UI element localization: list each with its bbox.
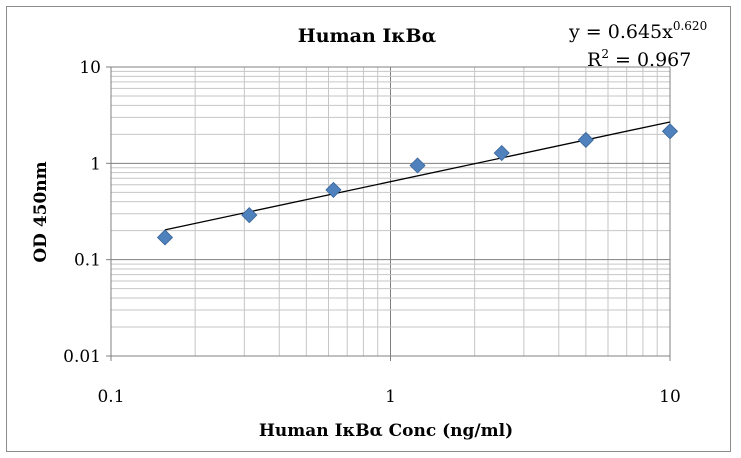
data-points — [156, 123, 679, 246]
y-tick-label: 10 — [79, 58, 101, 78]
y-tick-labels: 0.01 0.1 1 10 — [63, 58, 101, 367]
data-point — [156, 229, 174, 246]
chart-frame — [6, 6, 731, 452]
r-squared-prefix: R — [587, 49, 602, 71]
x-axis-title: Human IκBα Conc (ng/ml) — [259, 421, 513, 441]
data-point — [409, 157, 426, 174]
trendline-equation: y = 0.645x0.620 — [568, 19, 707, 43]
trendline-r-squared: R2 = 0.967 — [587, 47, 691, 71]
data-point — [577, 131, 594, 148]
x-tick-label: 10 — [659, 387, 681, 407]
x-tick-labels: 0.1 1 10 — [97, 387, 680, 407]
data-point — [661, 123, 679, 140]
r-squared-power: 2 — [601, 47, 609, 61]
y-tick-label: 0.01 — [63, 347, 101, 367]
y-axis-title: OD 450nm — [31, 161, 51, 262]
gridlines — [106, 66, 671, 361]
r-squared-value: = 0.967 — [609, 49, 691, 71]
y-tick-label: 0.1 — [74, 251, 101, 271]
trendline-equation-base: y = 0.645x — [568, 21, 673, 43]
x-tick-label: 0.1 — [97, 387, 124, 407]
data-point — [241, 207, 258, 224]
chart-title: Human IκBα — [298, 25, 437, 47]
y-tick-label: 1 — [90, 154, 101, 174]
data-point — [493, 144, 510, 162]
x-tick-label: 1 — [385, 387, 396, 407]
plot-area-border — [110, 66, 671, 357]
trendline-equation-exponent: 0.620 — [673, 19, 707, 33]
data-point — [325, 181, 342, 198]
